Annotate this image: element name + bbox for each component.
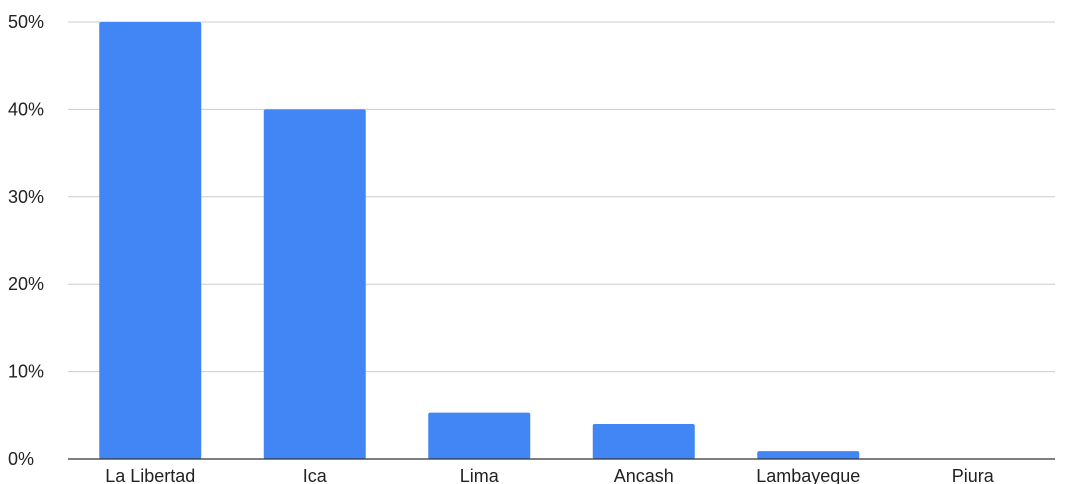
x-category-label: Ica bbox=[303, 466, 328, 484]
bars bbox=[99, 22, 860, 460]
gridlines bbox=[68, 21, 1055, 373]
x-axis-category-labels: La Libertad Ica Lima Ancash Lambayeque Piura bbox=[105, 466, 995, 484]
bar-ancash bbox=[592, 424, 695, 459]
x-category-label: La Libertad bbox=[105, 466, 195, 484]
y-axis-tick-labels: 0% 10% 20% 30% 40% 50% bbox=[8, 12, 44, 469]
y-tick-label: 20% bbox=[8, 274, 44, 294]
y-tick-label: 0% bbox=[8, 449, 34, 469]
x-category-label: Lima bbox=[460, 466, 500, 484]
bar-lima bbox=[428, 412, 531, 459]
y-tick-label: 50% bbox=[8, 12, 44, 32]
x-category-label: Lambayeque bbox=[756, 466, 860, 484]
x-category-label: Ancash bbox=[614, 466, 674, 484]
y-tick-label: 40% bbox=[8, 99, 44, 119]
y-tick-label: 10% bbox=[8, 362, 44, 382]
y-tick-label: 30% bbox=[8, 187, 44, 207]
x-category-label: Piura bbox=[952, 466, 995, 484]
bar-la-libertad bbox=[99, 22, 202, 459]
bar-ica bbox=[263, 109, 366, 460]
bar-lambayeque bbox=[757, 451, 860, 459]
